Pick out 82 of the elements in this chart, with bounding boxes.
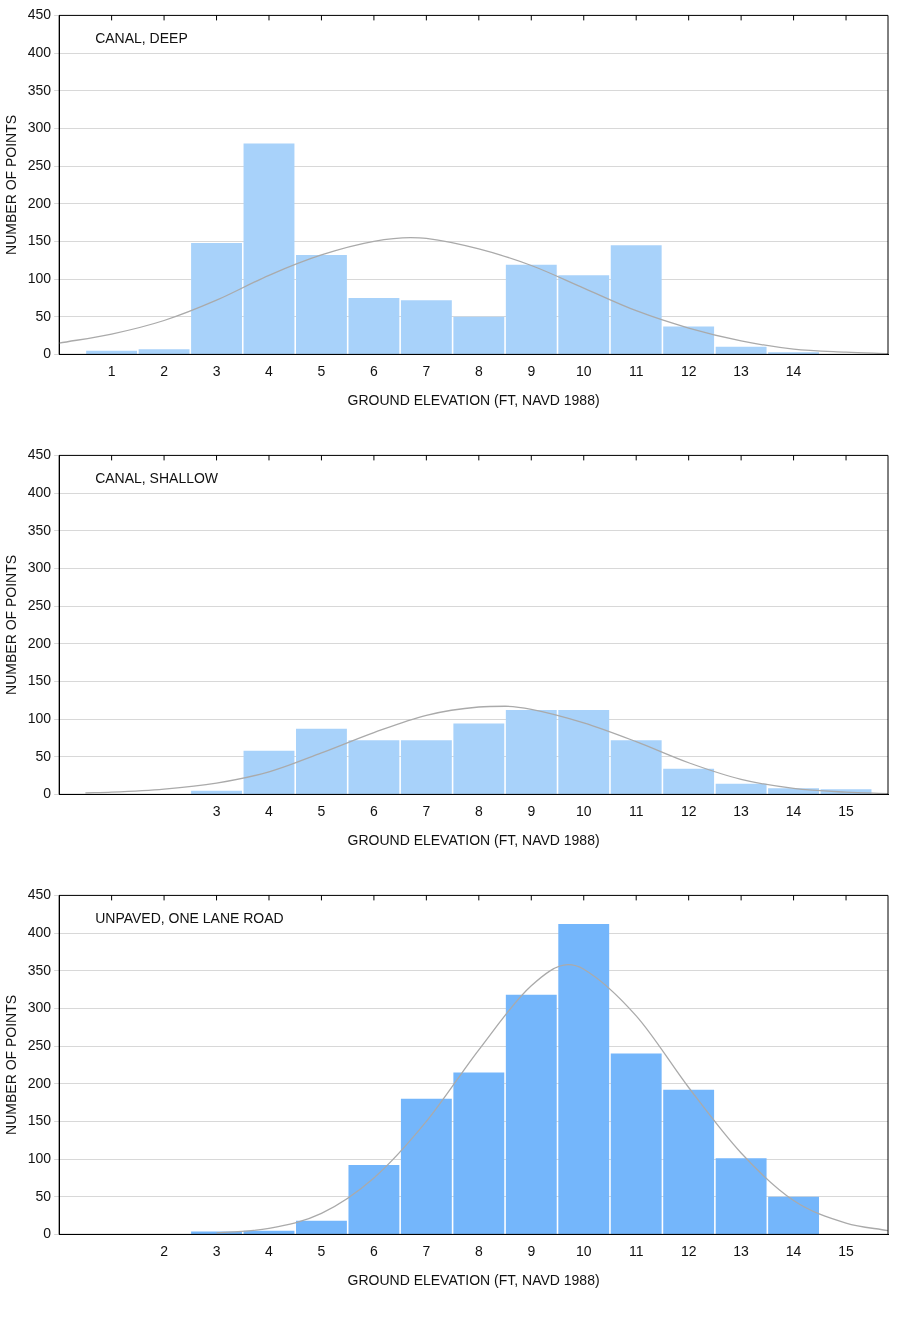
x-tick-label: 10 [575, 362, 592, 379]
y-tick-label: 0 [43, 345, 52, 362]
x-tick-label: 8 [474, 362, 483, 379]
x-tick-label: 6 [370, 802, 379, 819]
x-tick-label: 7 [422, 362, 431, 379]
x-axis-title: GROUND ELEVATION (FT, NAVD 1988) [347, 1272, 600, 1289]
x-tick-label: 3 [212, 802, 221, 819]
x-tick-label: 10 [575, 802, 592, 819]
x-tick-label: 11 [628, 1242, 644, 1259]
x-tick-label: 14 [785, 362, 802, 379]
y-tick-label: 50 [35, 1187, 52, 1204]
y-tick-label: 350 [27, 961, 52, 978]
x-tick-label: 11 [628, 802, 644, 819]
y-tick-label: 200 [27, 1074, 52, 1091]
x-tick-label: 5 [317, 1242, 326, 1259]
y-tick-label: 300 [27, 119, 52, 136]
x-tick-label: 6 [370, 362, 379, 379]
x-axis-title: GROUND ELEVATION (FT, NAVD 1988) [347, 832, 600, 849]
y-tick-label: 0 [43, 1225, 52, 1242]
x-tick-label: 7 [422, 802, 431, 819]
text: UNPAVED, ONE LANE ROAD [95, 910, 284, 927]
y-tick-label: 350 [27, 81, 52, 98]
y-tick-label: 400 [27, 923, 52, 940]
x-tick-label: 6 [370, 1242, 379, 1259]
x-tick-label: 12 [680, 802, 697, 819]
y-tick-label: 250 [27, 596, 52, 613]
x-tick-label: 2 [160, 362, 169, 379]
x-tick-label: 9 [527, 802, 536, 819]
x-tick-label: 12 [680, 362, 697, 379]
y-tick-label: 450 [27, 6, 52, 23]
x-tick-label: 14 [785, 802, 802, 819]
y-tick-label: 300 [27, 999, 52, 1016]
x-tick-label: 7 [422, 1242, 431, 1259]
x-tick-label: 8 [474, 802, 483, 819]
y-tick-label: 450 [27, 446, 52, 463]
line-series [84, 705, 888, 795]
y-tick-label: 250 [27, 156, 52, 173]
line-series [215, 964, 888, 1234]
x-tick-label: 2 [160, 1242, 169, 1259]
y-tick-label: 0 [43, 785, 52, 802]
x-axis-title: GROUND ELEVATION (FT, NAVD 1988) [347, 392, 600, 409]
y-tick-label: 300 [27, 559, 52, 576]
y-tick-label: 50 [35, 307, 52, 324]
x-tick-label: 3 [212, 1242, 221, 1259]
x-tick-label: 15 [838, 802, 855, 819]
y-tick-label: 350 [27, 521, 52, 538]
y-tick-label: 100 [27, 269, 52, 286]
x-tick-label: 10 [575, 1242, 592, 1259]
x-tick-label: 4 [265, 362, 274, 379]
y-axis-title: NUMBER OF POINTS [3, 554, 20, 695]
y-tick-label: 400 [27, 483, 52, 500]
x-tick-label: 11 [628, 362, 644, 379]
x-tick-label: 5 [317, 362, 326, 379]
x-tick-label: 13 [733, 802, 750, 819]
text: CANAL, SHALLOW [95, 470, 219, 487]
x-tick-label: 9 [527, 1242, 536, 1259]
x-tick-label: 15 [838, 1242, 855, 1259]
y-tick-label: 100 [27, 709, 52, 726]
y-tick-label: 450 [27, 886, 52, 903]
y-tick-label: 150 [27, 232, 52, 249]
y-tick-label: 150 [27, 672, 52, 689]
y-axis-title: NUMBER OF POINTS [3, 994, 20, 1135]
y-tick-label: 100 [27, 1149, 52, 1166]
y-tick-label: 150 [27, 1112, 52, 1129]
y-tick-label: 50 [35, 747, 52, 764]
y-tick-label: 200 [27, 194, 52, 211]
x-tick-label: 8 [474, 1242, 483, 1259]
x-tick-label: 3 [212, 362, 221, 379]
x-tick-label: 13 [733, 1242, 750, 1259]
y-axis-title: NUMBER OF POINTS [3, 114, 20, 255]
y-tick-label: 250 [27, 1036, 52, 1053]
y-tick-label: 400 [27, 43, 52, 60]
x-tick-label: 4 [265, 1242, 274, 1259]
text: CANAL, DEEP [95, 30, 188, 47]
x-tick-label: 14 [785, 1242, 802, 1259]
x-tick-label: 9 [527, 362, 536, 379]
x-tick-label: 13 [733, 362, 750, 379]
x-tick-label: 12 [680, 1242, 697, 1259]
x-tick-label: 1 [107, 362, 116, 379]
x-tick-label: 5 [317, 802, 326, 819]
y-tick-label: 200 [27, 634, 52, 651]
x-tick-label: 4 [265, 802, 274, 819]
